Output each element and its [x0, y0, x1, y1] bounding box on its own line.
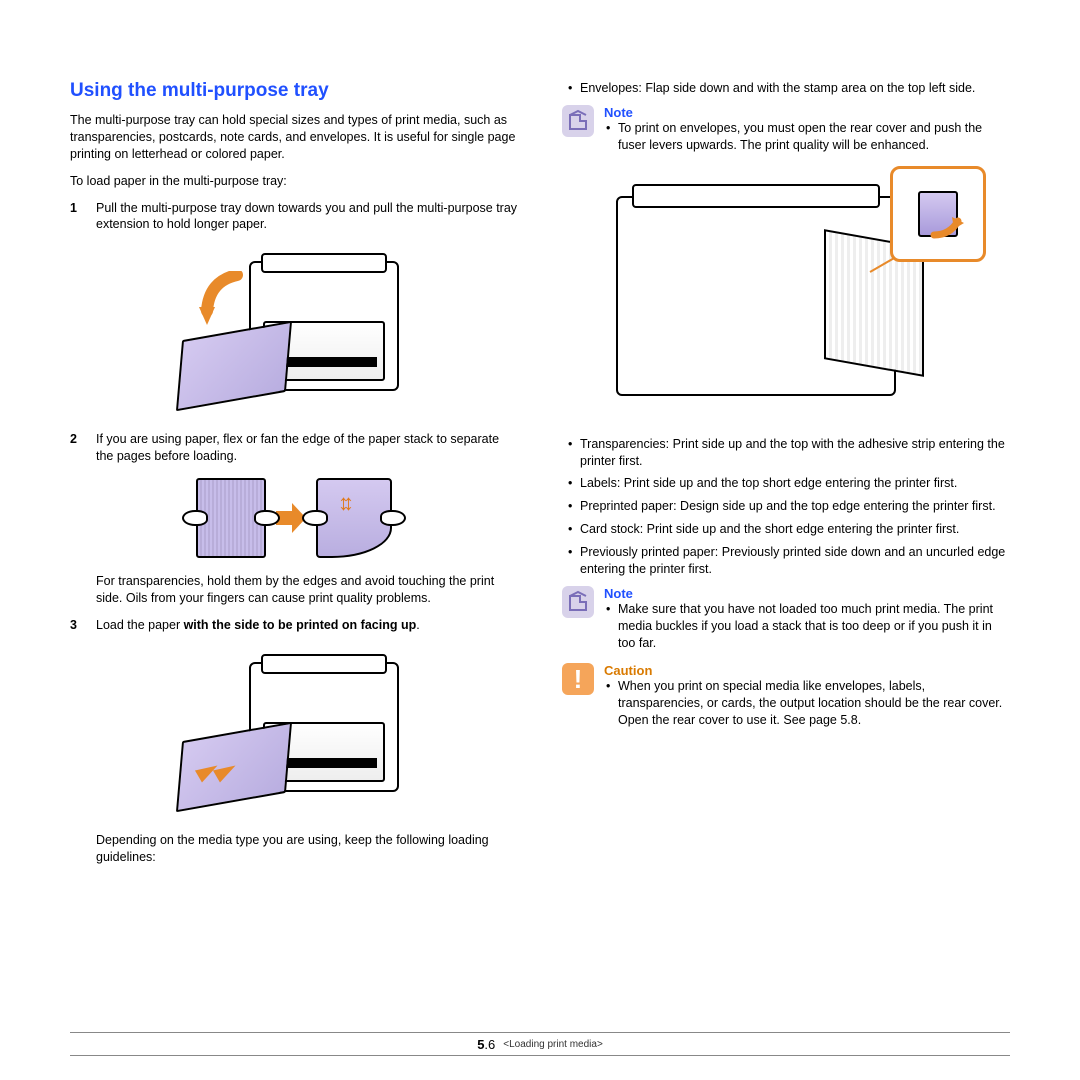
step-list-2: 2 If you are using paper, flex or fan th…	[70, 431, 518, 465]
step-2: 2 If you are using paper, flex or fan th…	[70, 431, 518, 465]
step-list: 1 Pull the multi-purpose tray down towar…	[70, 200, 518, 234]
caution-block: ! Caution When you print on special medi…	[562, 663, 1010, 735]
caution-text: When you print on special media like env…	[618, 678, 1010, 729]
step-text: Load the paper with the side to be print…	[96, 617, 518, 634]
figure-rear-cover	[576, 166, 996, 426]
page-footer: 5.6 <Loading print media>	[70, 1032, 1010, 1056]
figure-tray-pull	[70, 241, 518, 421]
flex-paper-illustration: ↕↕	[316, 478, 392, 558]
list-item: Transparencies: Print side up and the to…	[580, 436, 1010, 470]
guidelines-intro: Depending on the media type you are usin…	[96, 832, 518, 866]
list-item: Labels: Print side up and the top short …	[580, 475, 1010, 492]
list-item: Previously printed paper: Previously pri…	[580, 544, 1010, 578]
two-column-layout: Using the multi-purpose tray The multi-p…	[70, 80, 1010, 1000]
section-title: Using the multi-purpose tray	[70, 80, 518, 102]
caution-title: Caution	[604, 663, 1010, 678]
step-text: Pull the multi-purpose tray down towards…	[96, 200, 518, 234]
note-title: Note	[604, 586, 1010, 601]
note-title: Note	[604, 105, 1010, 120]
step-3: 3 Load the paper with the side to be pri…	[70, 617, 518, 634]
curved-arrow-icon	[197, 271, 243, 331]
note-icon	[562, 586, 594, 618]
step-number: 2	[70, 431, 86, 465]
figure-load-paper	[70, 642, 518, 822]
step-number: 1	[70, 200, 86, 234]
step-list-3: 3 Load the paper with the side to be pri…	[70, 617, 518, 634]
intro-paragraph: The multi-purpose tray can hold special …	[70, 112, 518, 163]
step3-post: .	[416, 618, 419, 632]
caution-icon: !	[562, 663, 594, 695]
step-text: If you are using paper, flex or fan the …	[96, 431, 518, 465]
paper-stack-illustration	[196, 478, 266, 558]
note-text: To print on envelopes, you must open the…	[618, 120, 1010, 154]
step3-bold: with the side to be printed on facing up	[184, 618, 417, 632]
list-item: Envelopes: Flap side down and with the s…	[580, 80, 1010, 97]
page-number: 5.6	[477, 1037, 495, 1052]
step-1: 1 Pull the multi-purpose tray down towar…	[70, 200, 518, 234]
inset-fuser-lever	[890, 166, 986, 262]
figure-fan-paper: ↕↕	[70, 473, 518, 563]
lead-in: To load paper in the multi-purpose tray:	[70, 173, 518, 190]
step-number: 3	[70, 617, 86, 634]
load-arrows-icon	[201, 760, 233, 782]
note-block-2: Note Make sure that you have not loaded …	[562, 586, 1010, 658]
left-column: Using the multi-purpose tray The multi-p…	[70, 80, 518, 1000]
manual-page: Using the multi-purpose tray The multi-p…	[0, 0, 1080, 1080]
envelope-bullet: Envelopes: Flap side down and with the s…	[562, 80, 1010, 97]
right-column: Envelopes: Flap side down and with the s…	[562, 80, 1010, 1000]
footer-section-label: <Loading print media>	[503, 1039, 603, 1050]
list-item: Preprinted paper: Design side up and the…	[580, 498, 1010, 515]
up-arrow-icon	[930, 215, 966, 239]
note-block-1: Note To print on envelopes, you must ope…	[562, 105, 1010, 160]
note-text: Make sure that you have not loaded too m…	[618, 601, 1010, 652]
list-item: Card stock: Print side up and the short …	[580, 521, 1010, 538]
note-icon	[562, 105, 594, 137]
media-guidelines-list: Transparencies: Print side up and the to…	[562, 436, 1010, 578]
step3-pre: Load the paper	[96, 618, 184, 632]
step-2-note: For transparencies, hold them by the edg…	[96, 573, 518, 607]
